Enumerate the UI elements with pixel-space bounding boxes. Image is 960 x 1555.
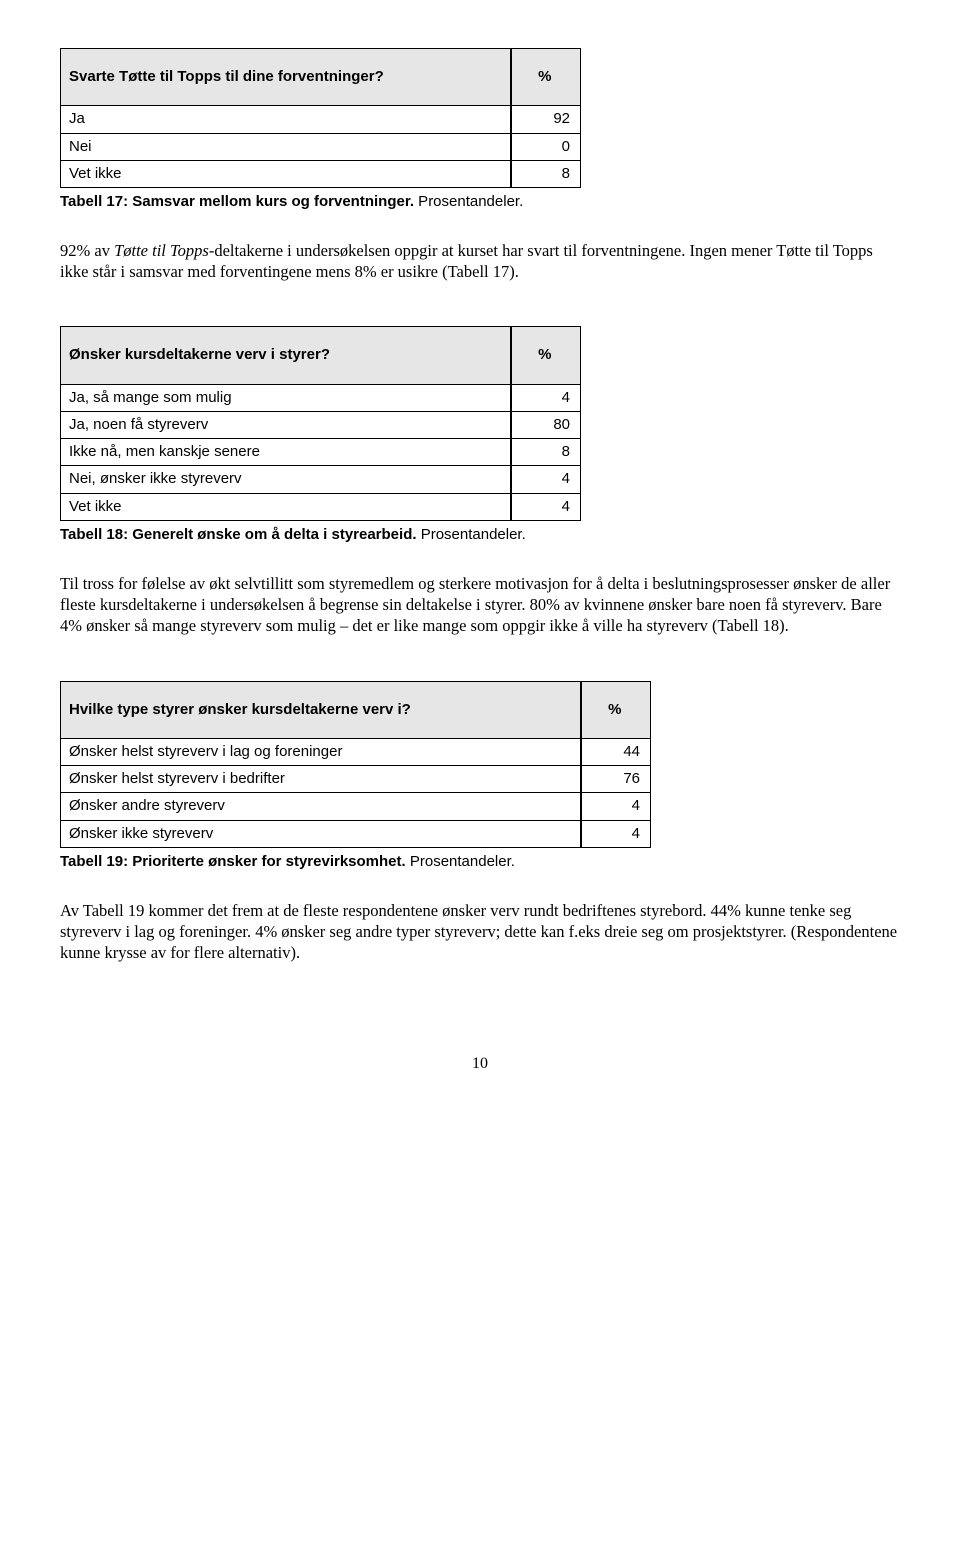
table-18-pct-header: %: [511, 327, 581, 384]
cell-label: Ja, så mange som mulig: [61, 384, 511, 411]
table-row: Ikke nå, men kanskje senere8: [61, 439, 581, 466]
cell-value: 4: [511, 384, 581, 411]
cell-label: Ønsker ikke styreverv: [61, 820, 581, 847]
paragraph-3: Av Tabell 19 kommer det frem at de flest…: [60, 900, 900, 963]
table-row: Ja, noen få styreverv80: [61, 411, 581, 438]
table-row: Nei0: [61, 133, 581, 160]
cell-label: Ikke nå, men kanskje senere: [61, 439, 511, 466]
cell-label: Ønsker helst styreverv i lag og forening…: [61, 738, 581, 765]
table-row: Vet ikke8: [61, 160, 581, 187]
cell-value: 44: [581, 738, 651, 765]
table-17: Svarte Tøtte til Topps til dine forventn…: [60, 48, 581, 188]
paragraph-2: Til tross for følelse av økt selvtillitt…: [60, 573, 900, 636]
table-row: Ønsker andre styreverv4: [61, 793, 651, 820]
cell-label: Nei, ønsker ikke styreverv: [61, 466, 511, 493]
cell-value: 80: [511, 411, 581, 438]
table-row: Nei, ønsker ikke styreverv4: [61, 466, 581, 493]
table-row: Ja, så mange som mulig4: [61, 384, 581, 411]
cell-value: 92: [511, 106, 581, 133]
table-19: Hvilke type styrer ønsker kursdeltakerne…: [60, 681, 651, 848]
cell-label: Ønsker andre styreverv: [61, 793, 581, 820]
cell-value: 76: [581, 766, 651, 793]
paragraph-1: 92% av Tøtte til Topps-deltakerne i unde…: [60, 240, 900, 282]
table-18-caption: Tabell 18: Generelt ønske om å delta i s…: [60, 525, 900, 545]
table-19-question: Hvilke type styrer ønsker kursdeltakerne…: [61, 681, 581, 738]
cell-value: 4: [581, 793, 651, 820]
table-17-caption: Tabell 17: Samsvar mellom kurs og forven…: [60, 192, 900, 212]
cell-label: Ja, noen få styreverv: [61, 411, 511, 438]
cell-value: 4: [511, 466, 581, 493]
cell-label: Vet ikke: [61, 493, 511, 520]
table-row: Ønsker helst styreverv i bedrifter76: [61, 766, 651, 793]
table-row: Ønsker helst styreverv i lag og forening…: [61, 738, 651, 765]
table-row: Ønsker ikke styreverv4: [61, 820, 651, 847]
cell-label: Nei: [61, 133, 511, 160]
cell-value: 4: [511, 493, 581, 520]
table-19-pct-header: %: [581, 681, 651, 738]
cell-label: Ønsker helst styreverv i bedrifter: [61, 766, 581, 793]
table-row: Ja92: [61, 106, 581, 133]
table-17-question: Svarte Tøtte til Topps til dine forventn…: [61, 49, 511, 106]
cell-value: 4: [581, 820, 651, 847]
table-18: Ønsker kursdeltakerne verv i styrer? % J…: [60, 326, 581, 521]
cell-value: 8: [511, 439, 581, 466]
table-17-pct-header: %: [511, 49, 581, 106]
cell-label: Vet ikke: [61, 160, 511, 187]
cell-value: 0: [511, 133, 581, 160]
page-number: 10: [60, 1053, 900, 1075]
table-19-caption: Tabell 19: Prioriterte ønsker for styrev…: [60, 852, 900, 872]
table-18-question: Ønsker kursdeltakerne verv i styrer?: [61, 327, 511, 384]
cell-value: 8: [511, 160, 581, 187]
table-row: Vet ikke4: [61, 493, 581, 520]
cell-label: Ja: [61, 106, 511, 133]
